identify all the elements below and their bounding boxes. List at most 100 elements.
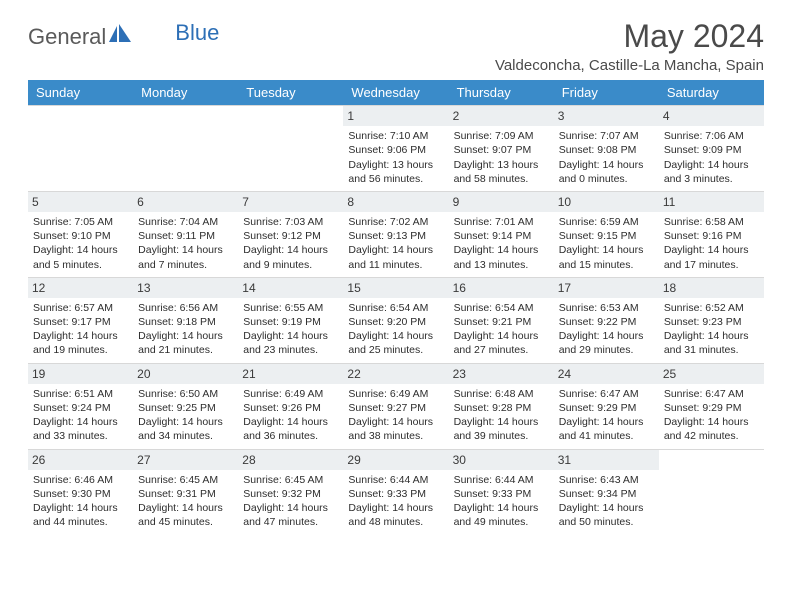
sunrise-line: Sunrise: 6:52 AM xyxy=(664,301,759,315)
calendar-cell: 9Sunrise: 7:01 AMSunset: 9:14 PMDaylight… xyxy=(449,192,554,277)
day-number: 17 xyxy=(554,278,659,298)
daylight-line: Daylight: 14 hours and 3 minutes. xyxy=(664,158,759,186)
header: General Blue May 2024 Valdeconcha, Casti… xyxy=(28,18,764,74)
daylight-line: Daylight: 14 hours and 0 minutes. xyxy=(559,158,654,186)
calendar-cell: 14Sunrise: 6:55 AMSunset: 9:19 PMDayligh… xyxy=(238,278,343,363)
day-number: 15 xyxy=(343,278,448,298)
brand-logo: General Blue xyxy=(28,24,219,50)
calendar-cell: 17Sunrise: 6:53 AMSunset: 9:22 PMDayligh… xyxy=(554,278,659,363)
day-number: 21 xyxy=(238,364,343,384)
calendar-cell: 1Sunrise: 7:10 AMSunset: 9:06 PMDaylight… xyxy=(343,106,448,191)
day-number: 1 xyxy=(343,106,448,126)
sunrise-line: Sunrise: 6:46 AM xyxy=(33,473,128,487)
calendar-cell: 24Sunrise: 6:47 AMSunset: 9:29 PMDayligh… xyxy=(554,364,659,449)
sunrise-line: Sunrise: 6:53 AM xyxy=(559,301,654,315)
calendar-cell: 19Sunrise: 6:51 AMSunset: 9:24 PMDayligh… xyxy=(28,364,133,449)
sunrise-line: Sunrise: 6:44 AM xyxy=(454,473,549,487)
sunset-line: Sunset: 9:28 PM xyxy=(454,401,549,415)
sunset-line: Sunset: 9:21 PM xyxy=(454,315,549,329)
dayhead-sat: Saturday xyxy=(659,80,764,105)
sunset-line: Sunset: 9:33 PM xyxy=(348,487,443,501)
calendar-cell: 23Sunrise: 6:48 AMSunset: 9:28 PMDayligh… xyxy=(449,364,554,449)
sunset-line: Sunset: 9:12 PM xyxy=(243,229,338,243)
sunset-line: Sunset: 9:24 PM xyxy=(33,401,128,415)
day-number: 13 xyxy=(133,278,238,298)
dayhead-sun: Sunday xyxy=(28,80,133,105)
daylight-line: Daylight: 14 hours and 7 minutes. xyxy=(138,243,233,271)
daylight-line: Daylight: 14 hours and 34 minutes. xyxy=(138,415,233,443)
calendar-cell: 26Sunrise: 6:46 AMSunset: 9:30 PMDayligh… xyxy=(28,450,133,535)
daylight-line: Daylight: 14 hours and 45 minutes. xyxy=(138,501,233,529)
daylight-line: Daylight: 14 hours and 25 minutes. xyxy=(348,329,443,357)
sunset-line: Sunset: 9:16 PM xyxy=(664,229,759,243)
page-subtitle: Valdeconcha, Castille-La Mancha, Spain xyxy=(495,57,764,74)
calendar-cell: 21Sunrise: 6:49 AMSunset: 9:26 PMDayligh… xyxy=(238,364,343,449)
calendar-cell: 27Sunrise: 6:45 AMSunset: 9:31 PMDayligh… xyxy=(133,450,238,535)
sunset-line: Sunset: 9:20 PM xyxy=(348,315,443,329)
day-number: 9 xyxy=(449,192,554,212)
page-title: May 2024 xyxy=(495,18,764,55)
calendar-week: 12Sunrise: 6:57 AMSunset: 9:17 PMDayligh… xyxy=(28,277,764,363)
calendar-cell-empty xyxy=(659,450,764,535)
dayhead-wed: Wednesday xyxy=(343,80,448,105)
calendar-cell-empty xyxy=(28,106,133,191)
calendar-cell-empty xyxy=(133,106,238,191)
daylight-line: Daylight: 13 hours and 58 minutes. xyxy=(454,158,549,186)
daylight-line: Daylight: 14 hours and 42 minutes. xyxy=(664,415,759,443)
dayhead-mon: Monday xyxy=(133,80,238,105)
sunset-line: Sunset: 9:29 PM xyxy=(664,401,759,415)
sunset-line: Sunset: 9:19 PM xyxy=(243,315,338,329)
day-number: 4 xyxy=(659,106,764,126)
daylight-line: Daylight: 14 hours and 31 minutes. xyxy=(664,329,759,357)
daylight-line: Daylight: 13 hours and 56 minutes. xyxy=(348,158,443,186)
day-number: 30 xyxy=(449,450,554,470)
sunset-line: Sunset: 9:25 PM xyxy=(138,401,233,415)
calendar-cell: 11Sunrise: 6:58 AMSunset: 9:16 PMDayligh… xyxy=(659,192,764,277)
day-number: 27 xyxy=(133,450,238,470)
brand-part1: General xyxy=(28,24,106,50)
calendar-week: 1Sunrise: 7:10 AMSunset: 9:06 PMDaylight… xyxy=(28,105,764,191)
sunrise-line: Sunrise: 6:50 AM xyxy=(138,387,233,401)
sunrise-line: Sunrise: 7:03 AM xyxy=(243,215,338,229)
daylight-line: Daylight: 14 hours and 23 minutes. xyxy=(243,329,338,357)
calendar-cell: 7Sunrise: 7:03 AMSunset: 9:12 PMDaylight… xyxy=(238,192,343,277)
calendar-week: 5Sunrise: 7:05 AMSunset: 9:10 PMDaylight… xyxy=(28,191,764,277)
day-number: 14 xyxy=(238,278,343,298)
sunset-line: Sunset: 9:30 PM xyxy=(33,487,128,501)
sunset-line: Sunset: 9:23 PM xyxy=(664,315,759,329)
sunset-line: Sunset: 9:17 PM xyxy=(33,315,128,329)
calendar-cell: 6Sunrise: 7:04 AMSunset: 9:11 PMDaylight… xyxy=(133,192,238,277)
daylight-line: Daylight: 14 hours and 49 minutes. xyxy=(454,501,549,529)
calendar-cell: 12Sunrise: 6:57 AMSunset: 9:17 PMDayligh… xyxy=(28,278,133,363)
day-number: 11 xyxy=(659,192,764,212)
day-number: 25 xyxy=(659,364,764,384)
calendar-cell: 16Sunrise: 6:54 AMSunset: 9:21 PMDayligh… xyxy=(449,278,554,363)
daylight-line: Daylight: 14 hours and 5 minutes. xyxy=(33,243,128,271)
calendar-cell: 30Sunrise: 6:44 AMSunset: 9:33 PMDayligh… xyxy=(449,450,554,535)
sunset-line: Sunset: 9:18 PM xyxy=(138,315,233,329)
daylight-line: Daylight: 14 hours and 38 minutes. xyxy=(348,415,443,443)
sunset-line: Sunset: 9:32 PM xyxy=(243,487,338,501)
sail-icon xyxy=(109,24,133,50)
sunrise-line: Sunrise: 6:51 AM xyxy=(33,387,128,401)
sunset-line: Sunset: 9:26 PM xyxy=(243,401,338,415)
daylight-line: Daylight: 14 hours and 21 minutes. xyxy=(138,329,233,357)
daylight-line: Daylight: 14 hours and 44 minutes. xyxy=(33,501,128,529)
day-number: 20 xyxy=(133,364,238,384)
day-number: 2 xyxy=(449,106,554,126)
sunset-line: Sunset: 9:27 PM xyxy=(348,401,443,415)
calendar-cell-empty xyxy=(238,106,343,191)
calendar-cell: 29Sunrise: 6:44 AMSunset: 9:33 PMDayligh… xyxy=(343,450,448,535)
sunrise-line: Sunrise: 6:45 AM xyxy=(243,473,338,487)
calendar-cell: 28Sunrise: 6:45 AMSunset: 9:32 PMDayligh… xyxy=(238,450,343,535)
day-number: 28 xyxy=(238,450,343,470)
sunrise-line: Sunrise: 6:58 AM xyxy=(664,215,759,229)
sunset-line: Sunset: 9:34 PM xyxy=(559,487,654,501)
day-number: 18 xyxy=(659,278,764,298)
calendar-cell: 3Sunrise: 7:07 AMSunset: 9:08 PMDaylight… xyxy=(554,106,659,191)
day-number: 31 xyxy=(554,450,659,470)
daylight-line: Daylight: 14 hours and 48 minutes. xyxy=(348,501,443,529)
calendar-cell: 8Sunrise: 7:02 AMSunset: 9:13 PMDaylight… xyxy=(343,192,448,277)
day-number: 23 xyxy=(449,364,554,384)
sunrise-line: Sunrise: 6:47 AM xyxy=(664,387,759,401)
